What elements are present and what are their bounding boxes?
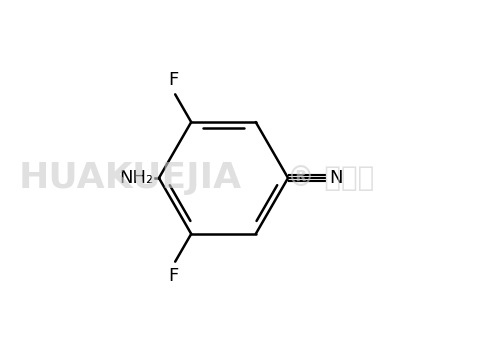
Text: HUAKUEJIA: HUAKUEJIA bbox=[18, 161, 241, 195]
Text: NH₂: NH₂ bbox=[120, 169, 154, 187]
Text: F: F bbox=[168, 267, 179, 285]
Text: N: N bbox=[329, 169, 343, 187]
Text: F: F bbox=[168, 71, 179, 89]
Text: ® 化学加: ® 化学加 bbox=[287, 164, 374, 192]
